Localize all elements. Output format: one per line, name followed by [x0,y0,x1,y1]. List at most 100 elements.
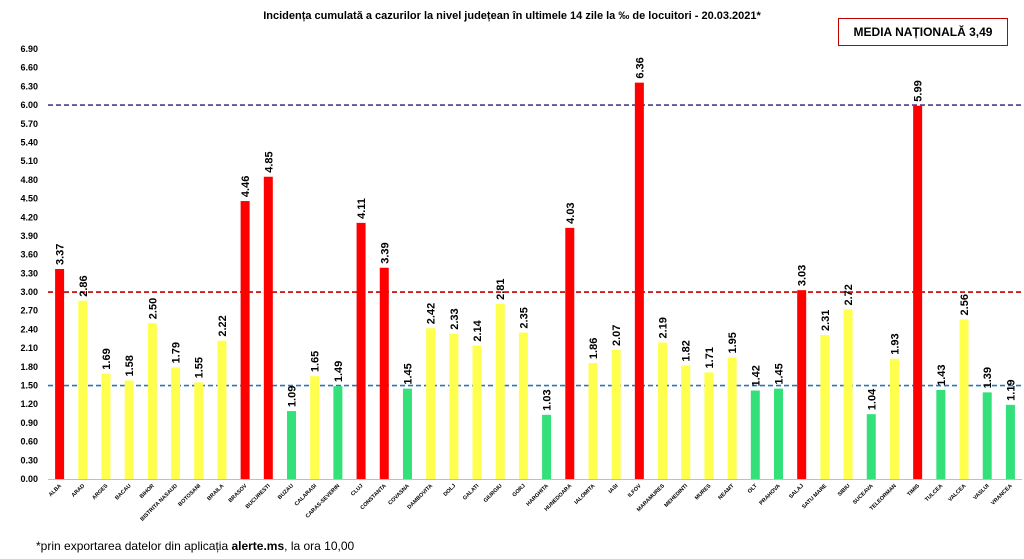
bar [542,414,552,479]
y-tick-label: 0.90 [20,418,38,428]
y-tick-label: 1.20 [20,399,38,409]
bar [55,268,65,479]
x-tick-label: TIMIS [906,483,921,498]
data-label: 2.56 [959,294,971,315]
data-label: 2.19 [658,317,670,338]
bar [797,290,807,479]
national-average-label: MEDIA NAȚIONALĂ 3,49 [853,25,993,39]
y-tick-label: 6.30 [20,81,38,91]
bar [449,333,459,479]
x-tick-label: SUCEAVA [852,483,875,506]
x-tick-label: ARGES [91,483,109,501]
y-tick-label: 1.50 [20,381,38,391]
chart-title: Incidența cumulată a cazurilor la nivel … [263,10,761,22]
bar [681,365,691,479]
bar [124,380,134,479]
x-tick-label: GORJ [512,483,527,498]
data-label: 1.42 [750,365,762,386]
y-tick-label: 6.60 [20,63,38,73]
data-label: 2.33 [449,308,461,329]
data-label: 5.99 [913,80,925,101]
data-label: 1.43 [936,364,948,385]
y-tick-label: 3.00 [20,287,38,297]
bar [889,358,899,479]
bar [472,345,482,479]
y-tick-label: 3.30 [20,268,38,278]
data-label: 1.39 [982,367,994,388]
y-tick-label: 2.40 [20,324,38,334]
data-label: 6.36 [634,57,646,78]
data-label: 2.81 [495,278,507,299]
x-tick-label: HARGHITA [526,483,550,507]
x-tick-label: NEAMT [717,483,736,502]
x-tick-label: BOTOSANI [177,483,202,508]
x-tick-label: TULCEA [924,483,944,503]
data-label: 4.03 [565,202,577,223]
y-tick-label: 0.00 [20,474,38,484]
x-tick-label: COVASNA [387,483,410,506]
data-label: 2.07 [611,325,623,346]
bar [240,201,250,479]
x-tick-label: SATU MARE [801,483,828,510]
bar [727,357,737,479]
x-tick-label: GIURGIU [483,483,504,504]
x-tick-label: VASLUI [972,483,991,502]
y-tick-label: 1.80 [20,362,38,372]
data-label: 1.45 [774,363,786,384]
bar [774,388,783,479]
threshold-lines [48,104,1022,387]
x-tick-label: SIBIU [837,483,852,498]
y-tick-label: 2.70 [20,306,38,316]
data-label: 1.04 [866,388,878,410]
x-tick-label: ALBA [48,483,63,498]
data-label: 1.71 [704,347,716,368]
bar [843,309,853,479]
footnote-app-name: alerte.ms [231,539,285,553]
bar [866,414,876,479]
x-tick-label: BRAILA [206,483,225,502]
bar [333,386,343,479]
data-label: 2.72 [843,284,855,305]
bar [565,227,575,479]
bar [704,372,714,479]
bar [402,388,412,479]
data-label: 4.85 [263,151,275,172]
data-label: 1.93 [889,333,901,354]
data-label: 2.14 [472,319,484,341]
data-label: 1.19 [1005,379,1017,400]
x-tick-label: SALAJ [788,483,805,500]
footnote-prefix: *prin exportarea datelor din aplicația [36,539,232,553]
bar [356,222,366,479]
bar [820,335,830,479]
y-tick-label: 6.00 [20,100,38,110]
footnote-suffix: , la ora 10,00 [284,539,355,553]
bar [379,267,389,479]
x-tick-label: VALCEA [947,483,967,503]
x-tick-label: BACAU [114,483,132,501]
data-label: 4.11 [356,198,368,219]
bar [171,367,181,479]
data-label: 1.58 [124,355,136,376]
bar [913,105,923,479]
bar [287,411,296,479]
y-tick-label: 0.30 [20,455,38,465]
data-label: 2.22 [217,315,229,336]
bar [310,376,320,479]
data-label: 3.03 [797,265,809,286]
x-tick-label: MURES [694,483,713,502]
data-label: 4.46 [240,176,252,197]
x-tick-label: GALATI [462,483,481,502]
bars [55,82,1015,480]
data-label: 1.03 [542,389,554,410]
bar [194,382,204,479]
x-tick-label: MEHEDINTI [664,483,690,509]
data-label: 1.65 [310,351,322,372]
bar [78,300,88,479]
bar [147,323,157,479]
data-label: 1.55 [194,357,206,378]
bar [982,392,992,479]
data-label: 3.37 [55,244,67,265]
y-tick-label: 5.70 [20,119,38,129]
bar [426,328,436,479]
